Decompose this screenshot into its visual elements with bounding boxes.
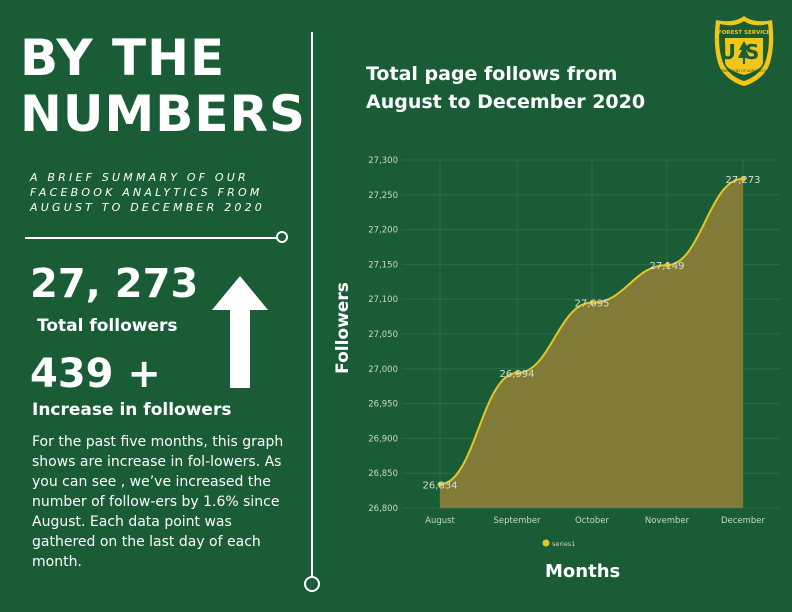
- data-label: 27,095: [575, 299, 610, 310]
- increase-value: 439 +: [30, 351, 161, 397]
- heading-line-1: BY THE: [20, 29, 226, 87]
- data-label: 27,273: [726, 175, 761, 186]
- total-followers-label: Total followers: [37, 316, 178, 336]
- y-tick-label: 27,000: [368, 365, 398, 375]
- followers-chart: 26,800 26,850 26,900 26,950 27,000 27,050 27,1…: [368, 156, 780, 548]
- y-tick-label: 27,300: [368, 156, 398, 166]
- page-heading: BY THE NUMBERS: [20, 30, 306, 142]
- y-tick-label: 27,200: [368, 226, 398, 236]
- y-tick-label: 26,800: [368, 504, 398, 514]
- data-point: [437, 481, 443, 487]
- total-followers-value: 27, 273: [30, 261, 199, 307]
- x-tick-label: October: [575, 516, 610, 526]
- data-point: [664, 262, 670, 268]
- y-tick-label: 26,950: [368, 400, 398, 410]
- up-arrow-icon: [212, 276, 268, 388]
- x-tick-label: December: [721, 516, 766, 526]
- series1-area: [440, 178, 743, 509]
- page-subtitle: A brief summary of our Facebook analytic…: [30, 171, 265, 214]
- data-label: 27,149: [650, 261, 685, 272]
- logo-tree-icon: [738, 41, 750, 64]
- forest-service-shield-logo: FOREST SERVICE US DEPARTMENT OF AGRICULT…: [714, 16, 774, 86]
- data-point: [740, 176, 746, 182]
- horizontal-divider: [25, 237, 277, 239]
- y-tick-label: 27,150: [368, 260, 398, 270]
- y-tick-label: 26,850: [368, 469, 398, 479]
- summary-paragraph: For the past five months, this graph sho…: [32, 434, 284, 570]
- data-label: 26,834: [423, 480, 458, 491]
- y-tick-label: 27,050: [368, 330, 398, 340]
- data-point: [514, 370, 520, 376]
- y-tick-label: 26,900: [368, 434, 398, 444]
- logo-bottom-text: DEPARTMENT OF AGRICULTURE: [717, 69, 770, 73]
- heading-line-2: NUMBERS: [20, 85, 306, 143]
- logo-letters: US: [720, 40, 769, 64]
- y-tick-label: 27,100: [368, 295, 398, 305]
- divider-end-dot: [276, 231, 288, 243]
- legend-marker: [542, 539, 550, 547]
- x-tick-label: September: [494, 516, 541, 526]
- x-tick-label: November: [645, 516, 690, 526]
- x-tick-label: August: [425, 516, 455, 526]
- vertical-divider-dot: [304, 576, 320, 592]
- chart-x-axis-label: Months: [545, 561, 621, 582]
- logo-top-text: FOREST SERVICE: [718, 30, 770, 36]
- chart-title: Total page follows from August to Decemb…: [366, 63, 646, 113]
- increase-label: Increase in followers: [32, 400, 232, 420]
- y-tick-label: 27,250: [368, 191, 398, 201]
- legend-label: series1: [552, 540, 575, 548]
- data-label: 26,994: [500, 369, 535, 380]
- data-point: [589, 300, 595, 306]
- vertical-divider: [311, 32, 313, 577]
